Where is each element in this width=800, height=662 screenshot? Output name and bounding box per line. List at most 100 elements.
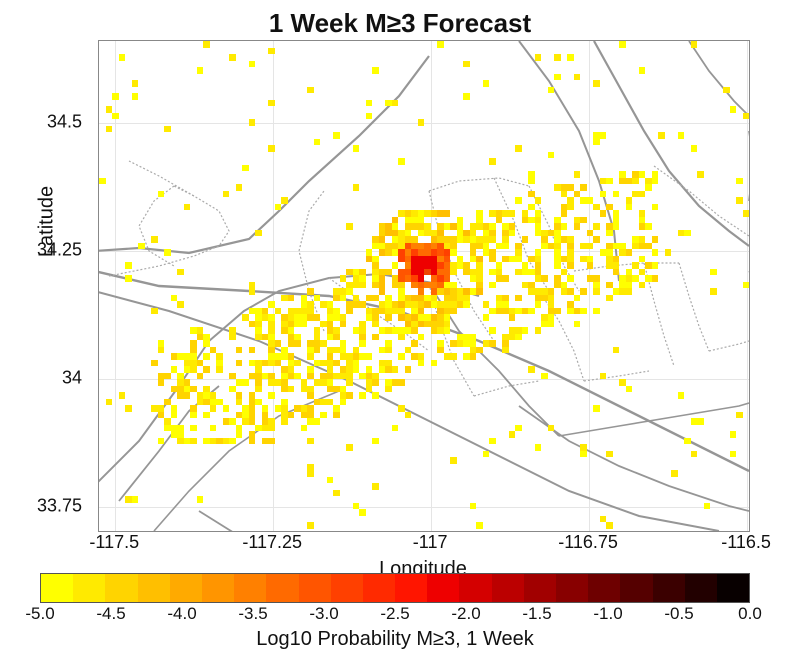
- heatmap-cell[interactable]: [229, 438, 236, 445]
- heatmap-cell[interactable]: [593, 236, 600, 243]
- heatmap-cell[interactable]: [548, 425, 555, 432]
- heatmap-cell[interactable]: [249, 61, 256, 68]
- heatmap-cell[interactable]: [281, 197, 288, 204]
- heatmap-cell[interactable]: [138, 243, 145, 250]
- heatmap-cell[interactable]: [392, 425, 399, 432]
- heatmap-cell[interactable]: [444, 210, 451, 217]
- heatmap-cell[interactable]: [730, 451, 737, 458]
- colorbar-tick-label[interactable]: -3.5: [238, 604, 267, 624]
- heatmap-cell[interactable]: [587, 243, 594, 250]
- heatmap-cell[interactable]: [522, 236, 529, 243]
- heatmap-cell[interactable]: [580, 308, 587, 315]
- heatmap-cell[interactable]: [483, 80, 490, 87]
- heatmap-cell[interactable]: [736, 412, 743, 419]
- heatmap-cell[interactable]: [333, 412, 340, 419]
- heatmap-cell[interactable]: [372, 379, 379, 386]
- heatmap-cell[interactable]: [678, 132, 685, 139]
- heatmap-cell[interactable]: [132, 80, 139, 87]
- heatmap-cell[interactable]: [203, 353, 210, 360]
- heatmap-cell[interactable]: [353, 184, 360, 191]
- heatmap-cell[interactable]: [710, 288, 717, 295]
- heatmap-cell[interactable]: [489, 438, 496, 445]
- heatmap-cell[interactable]: [723, 87, 730, 94]
- heatmap-cell[interactable]: [704, 503, 711, 510]
- heatmap-cell[interactable]: [450, 457, 457, 464]
- heatmap-cell[interactable]: [392, 100, 399, 107]
- heatmap-cell[interactable]: [645, 223, 652, 230]
- heatmap-cell[interactable]: [684, 230, 691, 237]
- heatmap-cell[interactable]: [730, 106, 737, 113]
- heatmap-cell[interactable]: [652, 262, 659, 269]
- heatmap-cell[interactable]: [580, 184, 587, 191]
- heatmap-cell[interactable]: [483, 314, 490, 321]
- heatmap-cell[interactable]: [398, 379, 405, 386]
- heatmap-cell[interactable]: [190, 425, 197, 432]
- heatmap-cell[interactable]: [509, 230, 516, 237]
- heatmap-cell[interactable]: [164, 126, 171, 133]
- heatmap-cell[interactable]: [106, 126, 113, 133]
- heatmap-cell[interactable]: [210, 405, 217, 412]
- heatmap-cell[interactable]: [346, 444, 353, 451]
- heatmap-cell[interactable]: [606, 178, 613, 185]
- heatmap-cell[interactable]: [346, 223, 353, 230]
- heatmap-cell[interactable]: [184, 204, 191, 211]
- heatmap-cell[interactable]: [548, 321, 555, 328]
- heatmap-cell[interactable]: [476, 288, 483, 295]
- heatmap-cell[interactable]: [307, 438, 314, 445]
- heatmap-cell[interactable]: [736, 178, 743, 185]
- heatmap-cell[interactable]: [535, 54, 542, 61]
- heatmap-cell[interactable]: [268, 100, 275, 107]
- heatmap-cell[interactable]: [229, 54, 236, 61]
- heatmap-cell[interactable]: [665, 249, 672, 256]
- heatmap-cell[interactable]: [697, 418, 704, 425]
- heatmap-cell[interactable]: [515, 425, 522, 432]
- heatmap-cell[interactable]: [574, 171, 581, 178]
- heatmap-cell[interactable]: [697, 171, 704, 178]
- heatmap-cell[interactable]: [652, 178, 659, 185]
- heatmap-cell[interactable]: [574, 321, 581, 328]
- heatmap-cell[interactable]: [268, 145, 275, 152]
- heatmap-cell[interactable]: [567, 275, 574, 282]
- heatmap-cell[interactable]: [645, 184, 652, 191]
- heatmap-cell[interactable]: [197, 67, 204, 74]
- heatmap-cell[interactable]: [509, 314, 516, 321]
- heatmap-cell[interactable]: [600, 373, 607, 380]
- heatmap-cell[interactable]: [710, 269, 717, 276]
- heatmap-cell[interactable]: [255, 386, 262, 393]
- y-tick-label[interactable]: 34.5: [47, 111, 82, 132]
- heatmap-cell[interactable]: [606, 451, 613, 458]
- heatmap-cell[interactable]: [314, 347, 321, 354]
- heatmap-cell[interactable]: [229, 334, 236, 341]
- heatmap-cell[interactable]: [431, 360, 438, 367]
- heatmap-cell[interactable]: [236, 347, 243, 354]
- heatmap-cell[interactable]: [535, 444, 542, 451]
- heatmap-cell[interactable]: [483, 451, 490, 458]
- heatmap-cell[interactable]: [307, 87, 314, 94]
- heatmap-cell[interactable]: [528, 308, 535, 315]
- heatmap-cell[interactable]: [190, 412, 197, 419]
- map-plot-area[interactable]: [98, 40, 750, 532]
- heatmap-cell[interactable]: [418, 334, 425, 341]
- heatmap-cell[interactable]: [509, 210, 516, 217]
- x-tick-label[interactable]: -117.25: [242, 532, 302, 553]
- heatmap-cell[interactable]: [743, 113, 750, 120]
- heatmap-cell[interactable]: [580, 288, 587, 295]
- heatmap-cell[interactable]: [119, 54, 126, 61]
- heatmap-cell[interactable]: [268, 438, 275, 445]
- heatmap-cell[interactable]: [281, 418, 288, 425]
- heatmap-cell[interactable]: [444, 327, 451, 334]
- heatmap-cell[interactable]: [626, 249, 633, 256]
- heatmap-cell[interactable]: [515, 197, 522, 204]
- heatmap-cell[interactable]: [658, 132, 665, 139]
- heatmap-cell[interactable]: [314, 139, 321, 146]
- heatmap-cell[interactable]: [463, 301, 470, 308]
- heatmap-cell[interactable]: [190, 438, 197, 445]
- colorbar-tick-label[interactable]: -4.5: [96, 604, 125, 624]
- heatmap-cell[interactable]: [177, 269, 184, 276]
- heatmap-cell[interactable]: [554, 54, 561, 61]
- heatmap-cell[interactable]: [593, 288, 600, 295]
- heatmap-cell[interactable]: [223, 405, 230, 412]
- heatmap-cell[interactable]: [132, 496, 139, 503]
- heatmap-cell[interactable]: [184, 392, 191, 399]
- heatmap-cell[interactable]: [476, 347, 483, 354]
